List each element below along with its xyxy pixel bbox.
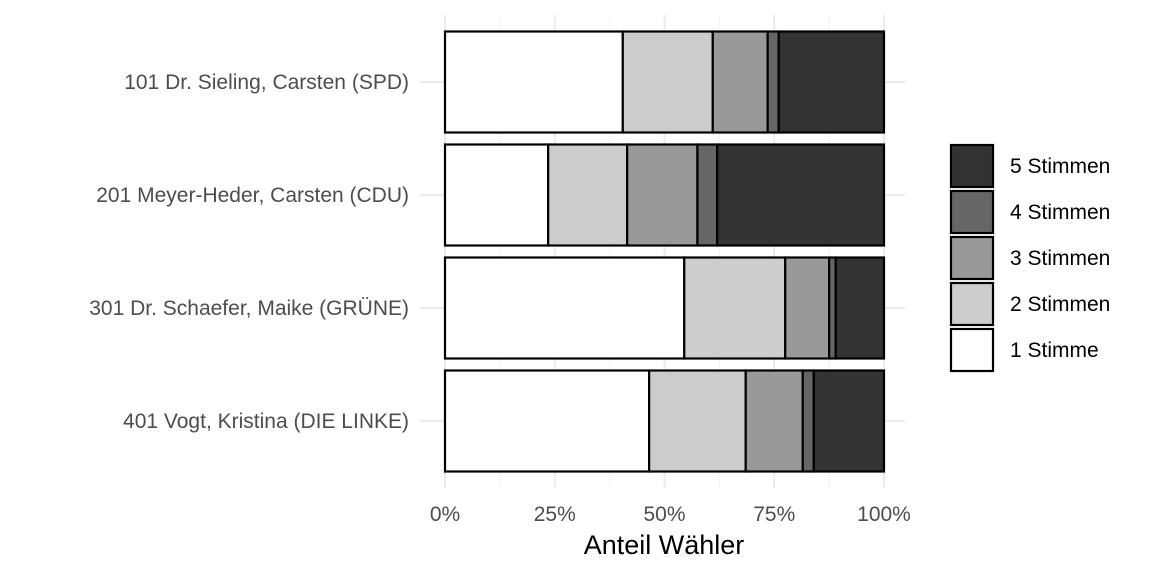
bar-segment (626, 143, 699, 247)
bar-segment (801, 369, 815, 473)
bar-segment (711, 30, 769, 134)
legend-key (949, 235, 995, 281)
bar-segment (443, 30, 624, 134)
y-tick-label: 301 Dr. Schaefer, Maike (GRÜNE) (89, 297, 409, 320)
x-tick-label: 25% (534, 503, 576, 526)
bar-segment (834, 256, 886, 360)
legend-label: 5 Stimmen (1010, 155, 1110, 178)
x-tick-label: 100% (857, 503, 911, 526)
bar-segment (812, 369, 886, 473)
legend-key (949, 189, 995, 235)
bar-segment (696, 143, 719, 247)
y-tick-label: 401 Vogt, Kristina (DIE LINKE) (123, 410, 409, 433)
bars (443, 30, 886, 473)
bar-segment (547, 143, 629, 247)
x-axis-tick-labels: 0% 25% 50% 75% 100% (430, 503, 911, 526)
bar-segment (648, 369, 747, 473)
y-axis-tick-labels: 101 Dr. Sieling, Carsten (SPD) 201 Meyer-… (89, 71, 409, 433)
legend-label: 1 Stimme (1010, 339, 1099, 362)
bar-segment (621, 30, 714, 134)
legend-label: 2 Stimmen (1010, 293, 1110, 316)
legend-key (949, 327, 995, 373)
bar-segment (744, 369, 804, 473)
bar-segment (683, 256, 787, 360)
legend: 5 Stimmen 4 Stimmen 3 Stimmen 2 Stimmen 1 St… (949, 143, 1110, 373)
legend-label: 4 Stimmen (1010, 201, 1110, 224)
y-tick-label: 101 Dr. Sieling, Carsten (SPD) (124, 71, 409, 94)
x-tick-label: 75% (753, 503, 795, 526)
legend-label: 3 Stimmen (1010, 247, 1110, 270)
bar-segment (443, 369, 651, 473)
bar-segment (716, 143, 886, 247)
y-tick-label: 201 Meyer-Heder, Carsten (CDU) (96, 184, 409, 207)
x-tick-label: 50% (643, 503, 685, 526)
bar-segment (443, 256, 686, 360)
x-axis-title: Anteil Wähler (584, 530, 745, 560)
bar-segment (777, 30, 886, 134)
x-tick-label: 0% (430, 503, 460, 526)
bar-segment (766, 30, 780, 134)
bar-segment (443, 143, 550, 247)
legend-key (949, 281, 995, 327)
legend-key (949, 143, 995, 189)
bar-segment (784, 256, 831, 360)
